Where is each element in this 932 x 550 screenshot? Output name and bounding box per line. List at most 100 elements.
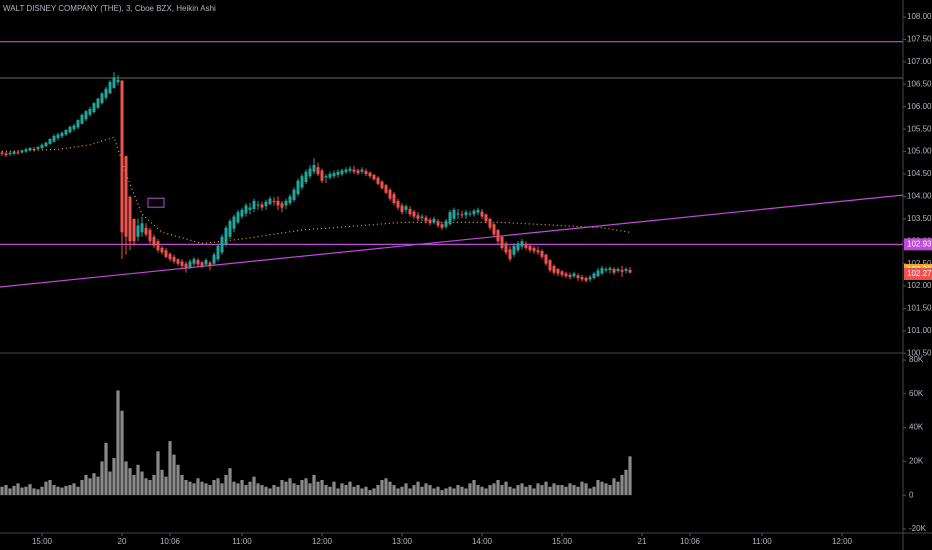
volume-bar (96, 476, 100, 496)
volume-bar (444, 488, 448, 496)
volume-bar (452, 488, 456, 496)
candle-body (512, 245, 516, 255)
volume-bar (192, 483, 196, 496)
candle-body (36, 147, 40, 149)
volume-bar (212, 479, 216, 496)
volume-bar (360, 488, 364, 496)
candle-body (160, 247, 164, 253)
volume-bar (428, 485, 432, 496)
candle-body (600, 268, 604, 274)
candle-body (484, 214, 488, 222)
candle-body (28, 147, 32, 151)
volume-bar (552, 483, 556, 496)
y-tick-label: 107.00 (907, 57, 932, 66)
volume-bar (548, 486, 552, 496)
x-tick-label: 12:00 (832, 537, 853, 546)
x-tick-label: 20 (118, 537, 127, 546)
candle-body (52, 135, 56, 142)
candle-body (48, 139, 52, 144)
candle-body (236, 212, 240, 223)
candle-body (4, 153, 8, 156)
x-tick-label: 13:00 (392, 537, 413, 546)
candle-body (76, 120, 80, 128)
volume-bar (468, 483, 472, 496)
volume-bar (504, 481, 508, 496)
volume-bar (432, 488, 436, 496)
volume-bar (28, 484, 32, 496)
volume-bar (556, 485, 560, 496)
volume-bar (416, 481, 420, 496)
volume-bar (612, 478, 616, 496)
candle-body (20, 150, 24, 153)
candle-body (12, 151, 16, 154)
volume-bar (412, 485, 416, 496)
volume-bar (56, 486, 60, 496)
candle-body (268, 198, 272, 205)
volume-bar (496, 479, 500, 496)
volume-bar (560, 485, 564, 496)
price-label-box (904, 238, 932, 251)
x-tick-label: 21 (638, 537, 647, 546)
volume-bar (244, 485, 248, 496)
volume-bar (340, 483, 344, 496)
y-tick-label: 102.00 (907, 281, 932, 290)
candle-body (500, 236, 504, 248)
volume-bar (396, 488, 400, 496)
candle-body (540, 251, 544, 257)
volume-bar (512, 488, 516, 496)
volume-bar (616, 481, 620, 496)
volume-bar (600, 481, 604, 496)
candle-body (588, 277, 592, 280)
candle-body (492, 224, 496, 235)
volume-bar (208, 485, 212, 496)
volume-bar (180, 474, 184, 496)
volume-bar (100, 461, 104, 496)
candle-body (544, 254, 548, 264)
candle-body (0, 152, 4, 154)
volume-bar (140, 471, 144, 496)
volume-bar (32, 488, 36, 496)
candle-body (408, 208, 412, 215)
candle-body (448, 212, 452, 225)
candle-body (620, 269, 624, 272)
y-tick-label: 106.00 (907, 102, 932, 111)
candle-body (564, 273, 568, 277)
candle-body (368, 172, 372, 177)
volume-bar (132, 474, 136, 496)
volume-bar (448, 486, 452, 496)
candle-body (44, 142, 48, 147)
volume-bar (336, 488, 340, 496)
candle-body (452, 209, 456, 219)
volume-bar (364, 486, 368, 496)
y-tick-label: 104.00 (907, 192, 932, 201)
volume-bar (308, 483, 312, 496)
volume-bar (300, 479, 304, 496)
volume-bar (324, 485, 328, 496)
candle-body (416, 215, 420, 219)
candle-body (456, 213, 460, 215)
volume-bar (564, 486, 568, 496)
y-tick-label: 0 (909, 490, 914, 499)
candle-body (524, 243, 528, 248)
candle-body (216, 245, 220, 260)
candle-body (560, 271, 564, 275)
candle-body (280, 203, 284, 208)
volume-bar (196, 478, 200, 496)
volume-bar (332, 481, 336, 496)
candle-body (360, 169, 364, 172)
y-tick-label: 101.50 (907, 304, 932, 313)
volume-bar (604, 483, 608, 496)
candle-body (516, 243, 520, 251)
candle-body (376, 177, 380, 184)
volume-bar (48, 479, 52, 496)
candle-body (200, 262, 204, 266)
volume-bar (72, 483, 76, 496)
candle-body (420, 216, 424, 218)
volume-bar (400, 486, 404, 496)
candle-body (576, 275, 580, 279)
price-marker-label: 102.27 (907, 269, 932, 278)
candle-body (284, 200, 288, 206)
volume-bar (544, 481, 548, 496)
candle-body (392, 194, 396, 204)
